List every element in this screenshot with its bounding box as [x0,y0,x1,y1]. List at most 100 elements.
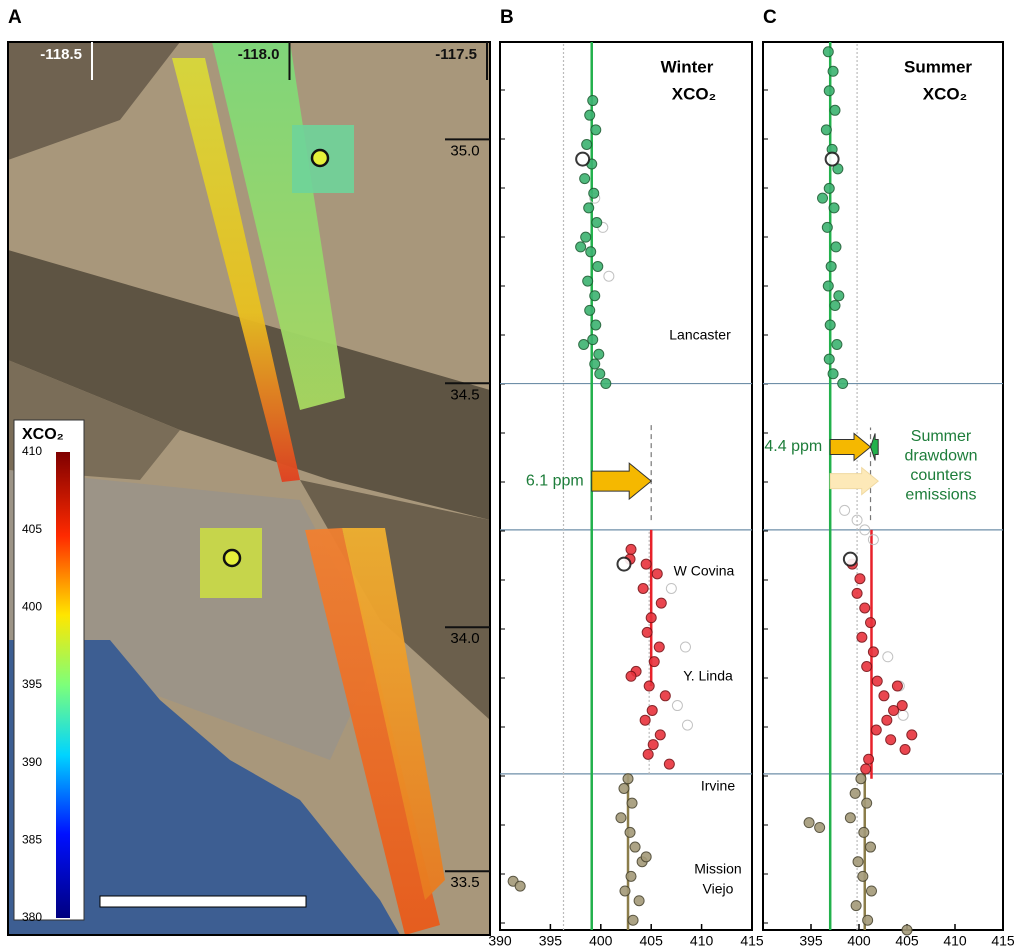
point [601,379,611,389]
colorbar [56,452,70,918]
town-label: Y. Linda [683,668,733,684]
point [648,740,658,750]
point [576,242,586,252]
point [866,842,876,852]
point [641,559,651,569]
panel-label: A [8,7,22,28]
point [868,647,878,657]
point [804,818,814,828]
point [861,764,871,774]
colorbar-tick-label: 410 [22,444,42,458]
point [641,852,651,862]
panel-subtitle: XCO₂ [923,84,967,103]
point [590,359,600,369]
point [586,247,596,257]
point [584,203,594,213]
point [907,730,917,740]
point [818,193,828,203]
figure: XCO₂ A B C -118.5-118.0-117.535.034.534.… [0,0,1018,950]
point [855,574,865,584]
x-tick-label: 410 [943,933,967,949]
point [821,125,831,135]
panel-title: Winter [661,57,714,76]
point [834,291,844,301]
point [626,671,636,681]
point [576,153,589,166]
point [620,886,630,896]
point [851,901,861,911]
point [623,774,633,784]
point [652,569,662,579]
town-label: W Covina [674,563,735,579]
point [882,715,892,725]
x-tick-label: 410 [690,933,714,949]
colorbar-tick-label: 385 [22,833,42,847]
map-tick-label: -117.5 [435,46,477,63]
point [581,232,591,242]
point [859,827,869,837]
point [831,242,841,252]
point [638,583,648,593]
colorbar-tick-label: 395 [22,677,42,691]
point [815,823,825,833]
x-tick-label: 390 [488,933,512,949]
point [826,261,836,271]
point [825,320,835,330]
panel-label: B [500,7,514,28]
point [862,662,872,672]
point [853,857,863,867]
x-tick-label: 415 [991,933,1015,949]
point [660,691,670,701]
point [626,871,636,881]
scale-bar [100,896,306,907]
colorbar-tick-label: 405 [22,522,42,536]
site-marker [224,550,240,566]
point [656,598,666,608]
point [616,813,626,823]
annotation: drawdown [905,448,978,465]
x-tick-label: 400 [589,933,613,949]
point [583,276,593,286]
point [864,754,874,764]
point [879,691,889,701]
point [830,105,840,115]
annotation: Summer [911,428,972,445]
x-tick-label: 405 [640,933,664,949]
town-label: Lancaster [669,327,731,343]
point [852,588,862,598]
map-tick-label: 33.5 [450,874,479,891]
point [857,632,867,642]
colorbar-tick-label: 380 [22,910,42,924]
point [588,335,598,345]
point [644,681,654,691]
point [642,627,652,637]
point [862,798,872,808]
arrow-label: 4.4 ppm [764,438,822,455]
point [589,188,599,198]
point [871,725,881,735]
map-tick-label: 35.0 [450,142,479,159]
point [828,66,838,76]
point [823,47,833,57]
point [591,125,601,135]
point [828,369,838,379]
map-tick-label: -118.0 [238,46,280,63]
map-tick-label: 34.5 [450,386,479,403]
point [858,871,868,881]
point [590,291,600,301]
point [863,915,873,925]
point [647,705,657,715]
point [829,203,839,213]
map-tick-label: 34.0 [450,630,479,647]
point [830,300,840,310]
town-label: Mission [694,861,741,877]
x-tick-label: 400 [847,933,871,949]
point [595,369,605,379]
town-label: Irvine [701,778,735,794]
annotation: counters [910,467,971,484]
point [593,261,603,271]
panel-title: Summer [904,57,972,76]
point [655,730,665,740]
town-label: Viejo [703,881,734,897]
point [889,705,899,715]
